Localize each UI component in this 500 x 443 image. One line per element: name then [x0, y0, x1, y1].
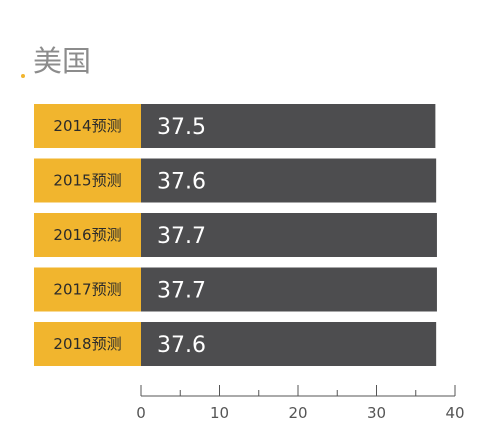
category-label: 2017预测	[53, 281, 121, 299]
category-label-box	[34, 322, 141, 366]
x-tick-label: 0	[136, 404, 146, 422]
category-label-box	[34, 104, 141, 148]
title-bullet-dot	[21, 74, 25, 78]
category-label-box	[34, 158, 141, 203]
bar	[141, 158, 437, 203]
bar-value-label: 37.7	[157, 224, 206, 249]
bar-value-label: 37.5	[157, 115, 206, 140]
category-label: 2014预测	[53, 117, 121, 135]
bar-value-label: 37.6	[157, 333, 206, 358]
chart-title: 美国	[33, 44, 92, 78]
category-label-box	[34, 213, 141, 257]
x-tick-label: 30	[367, 404, 386, 422]
category-label: 2016预测	[53, 226, 121, 244]
bar-value-label: 37.7	[157, 279, 206, 304]
bar	[141, 213, 437, 257]
bar	[141, 104, 436, 148]
category-label-box	[34, 267, 141, 312]
bar	[141, 322, 437, 366]
x-tick-label: 10	[210, 404, 229, 422]
bar	[141, 267, 437, 312]
category-label: 2015预测	[53, 172, 121, 190]
bar-value-label: 37.6	[157, 170, 206, 195]
x-tick-label: 20	[288, 404, 307, 422]
category-label: 2018预测	[53, 335, 121, 353]
x-tick-label: 40	[445, 404, 464, 422]
